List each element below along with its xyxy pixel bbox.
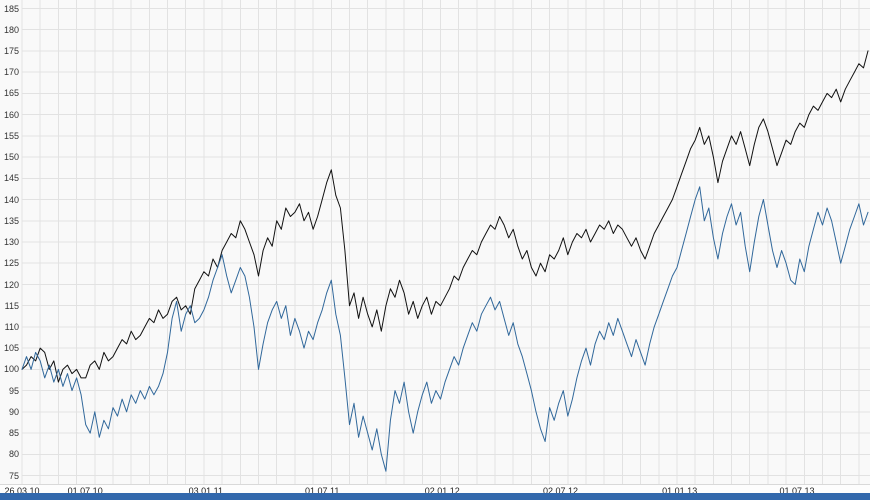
y-axis-tick-label: 175	[3, 45, 19, 56]
x-axis-tick-label: 02.07.12	[542, 486, 579, 496]
x-axis-tick-label: 01.07.11	[305, 486, 340, 496]
y-axis-tick-label: 110	[4, 321, 19, 332]
x-axis-tick-label: 01.07.10	[67, 486, 103, 496]
y-axis-tick-label: 115	[4, 300, 19, 311]
series-2-blue-line	[21, 186, 869, 472]
y-axis-tick-label: 120	[3, 279, 19, 290]
y-axis-tick-label: 170	[3, 67, 19, 78]
y-axis-tick-label: 80	[8, 449, 19, 460]
time-range-scrollbar[interactable]	[0, 493, 870, 500]
x-axis-tick-label: 03.01.11	[188, 486, 223, 496]
y-axis-tick-label: 135	[3, 215, 19, 226]
y-axis-tick-label: 145	[3, 173, 19, 184]
y-axis-tick-label: 160	[3, 109, 19, 120]
y-axis-tick-label: 165	[3, 88, 19, 99]
y-axis-tick-label: 95	[8, 385, 19, 396]
x-axis-tick-label: 26.03.10	[4, 486, 40, 496]
y-axis-tick-label: 75	[8, 470, 19, 481]
y-axis-tick-label: 100	[3, 364, 19, 375]
chart-plot-area	[21, 0, 870, 484]
y-axis-tick-label: 185	[3, 3, 19, 14]
grid-lines	[21, 0, 870, 484]
y-axis-tick-label: 150	[3, 152, 19, 163]
series-1-black-line	[21, 50, 869, 383]
y-axis-tick-label: 105	[3, 343, 19, 354]
y-axis-tick-label: 85	[8, 428, 19, 439]
y-axis-tick-label: 130	[3, 237, 19, 247]
x-axis-tick-label: 02.01.12	[424, 486, 460, 496]
y-axis-tick-label: 180	[3, 24, 19, 35]
y-axis-tick-label: 155	[3, 130, 19, 141]
y-axis-tick-label: 125	[3, 258, 19, 269]
x-axis-tick-label: 01.07.13	[779, 486, 815, 496]
y-axis-tick-label: 140	[3, 194, 19, 205]
y-axis-tick-label: 90	[8, 406, 19, 417]
x-axis-tick-label: 01.01.13	[662, 486, 698, 496]
